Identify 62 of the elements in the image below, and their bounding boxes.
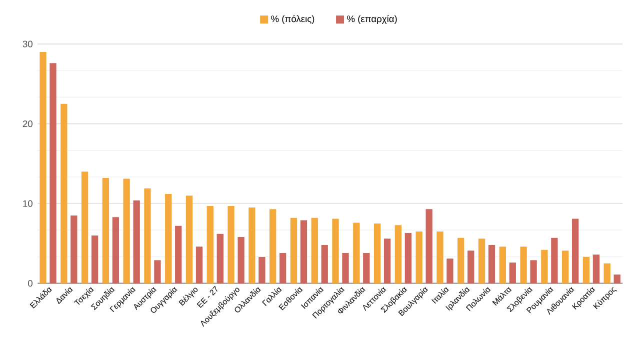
bar: [279, 253, 286, 284]
bar: [478, 238, 486, 284]
bar: [186, 196, 193, 284]
bar: [436, 231, 444, 284]
bar: [40, 52, 46, 284]
bar: [144, 188, 151, 284]
bar: [394, 225, 402, 284]
bar: [342, 253, 349, 284]
bar: [562, 250, 569, 284]
bar: [206, 206, 214, 284]
bar: [60, 104, 68, 284]
bar: [290, 218, 298, 284]
y-tick-label: 30: [22, 40, 32, 48]
bar: [112, 217, 120, 284]
bar: [175, 226, 182, 284]
bar: [446, 258, 454, 284]
bar: [384, 238, 391, 284]
bar: [353, 222, 360, 284]
bar: [530, 260, 537, 284]
bar: [258, 256, 266, 284]
bar: [404, 233, 412, 284]
bar: [520, 246, 527, 284]
bar: [81, 172, 88, 284]
bar: [582, 256, 590, 284]
bar: [321, 245, 328, 284]
bar: [70, 216, 78, 284]
bar: [592, 254, 600, 284]
bar: [133, 200, 140, 284]
bar: [154, 260, 161, 284]
y-tick-label: 20: [22, 120, 32, 128]
bar: [541, 250, 548, 284]
y-tick-label: 10: [23, 200, 32, 207]
bar: [311, 218, 318, 284]
bar: [91, 235, 98, 284]
bar: [416, 231, 422, 284]
legend-label: % (επαρχία): [347, 15, 397, 24]
bar: [604, 263, 610, 284]
bar: [123, 178, 130, 284]
bar: [572, 218, 579, 284]
bar: [248, 208, 256, 284]
y-tick-label: 0: [28, 280, 32, 287]
bar: [509, 262, 516, 284]
bar: [614, 274, 620, 284]
bar: [165, 194, 172, 284]
bar: [551, 238, 558, 284]
bar: [488, 245, 496, 284]
bar: [374, 223, 381, 284]
bar: [332, 218, 339, 284]
bar: [216, 234, 224, 284]
bar: [269, 209, 276, 284]
bar: [499, 246, 506, 284]
bar: [468, 250, 474, 284]
bar: [458, 238, 464, 284]
bar: [50, 63, 56, 284]
bar: [426, 209, 432, 284]
bar: [363, 253, 370, 284]
legend-label: % (πόλεις): [271, 15, 314, 24]
bar: [102, 178, 110, 284]
bar: [300, 220, 308, 284]
bar: [228, 206, 234, 284]
bar: [238, 237, 244, 284]
bar: [196, 246, 203, 284]
